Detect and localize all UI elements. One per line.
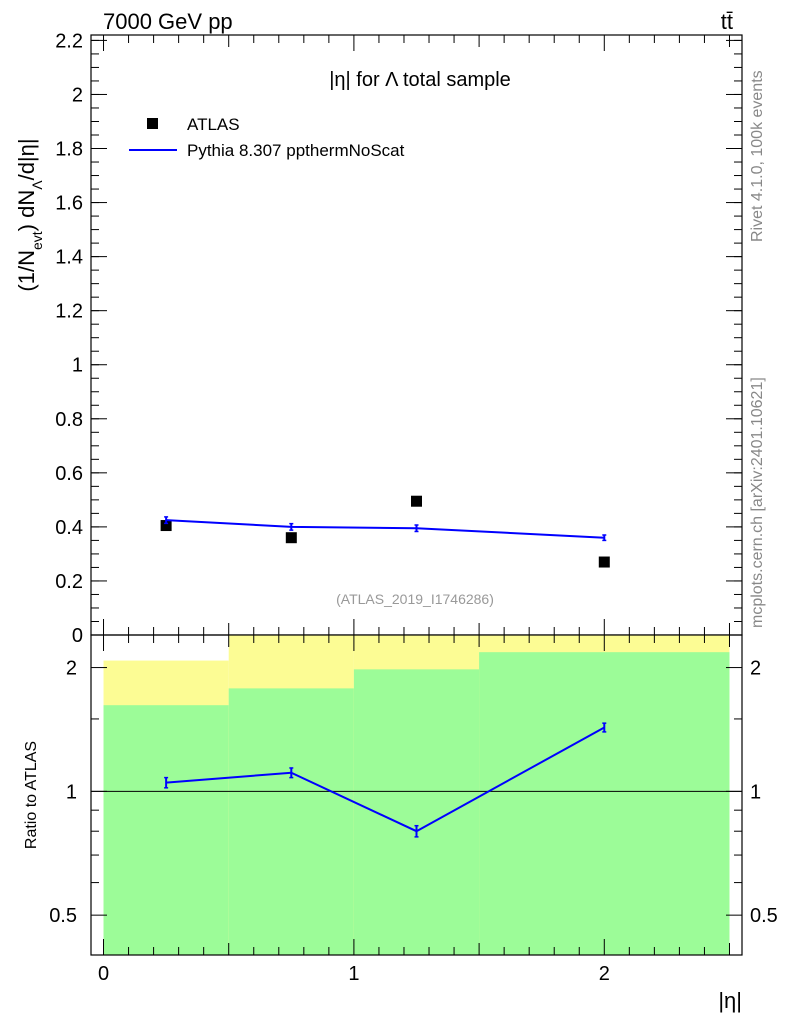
atlas-data-point	[160, 520, 172, 532]
ratio-ylabel: Ratio to ATLAS	[23, 741, 40, 849]
ratio-marks	[91, 722, 742, 838]
rivet-label: Rivet 4.1.0, 100k events	[749, 70, 766, 242]
x-axis-label: |η|	[718, 988, 742, 1013]
header-right-title: tt̄	[721, 9, 733, 34]
ratio-y-tick-label-left: 2	[66, 658, 77, 680]
mcplots-label: mcplots.cern.ch [arXiv:2401.10621]	[749, 377, 766, 628]
ratio-y-tick-label-right: 1	[750, 781, 761, 803]
ratio-bands	[103, 635, 730, 955]
ratio-ticks: 0.5 0.5 1 1 2 2 0 1 2	[49, 635, 778, 985]
x-tick-label: 0	[98, 963, 109, 985]
main-title: |η| for Λ total sample	[329, 69, 511, 91]
ratio-uncertainty-band-green	[353, 669, 480, 955]
main-y-tick-label: 1.4	[55, 247, 83, 269]
main-y-tick-label: 1.2	[55, 301, 83, 323]
pythia-ratio-line	[166, 726, 605, 833]
legend: ATLAS Pythia 8.307 ppthermNoScat	[129, 115, 405, 160]
ylabel-sub-lambda: Λ	[29, 180, 45, 190]
pythia-line	[166, 519, 605, 539]
main-y-tick-label: 1	[72, 355, 83, 377]
atlas-data-point	[598, 556, 610, 568]
ratio-uncertainty-band-green	[103, 705, 229, 955]
legend-pythia-label: Pythia 8.307 ppthermNoScat	[187, 141, 405, 160]
main-y-tick-label: 0.4	[55, 517, 83, 539]
ratio-uncertainty-band-green	[228, 688, 354, 955]
legend-atlas-marker	[147, 118, 158, 129]
main-panel: 0 0.2 0.4 0.6 0.8 1 1.2 1.4 1.6 1.8 2 2.2 |η| for Λ…	[14, 30, 743, 647]
header-left-title: 7000 GeV pp	[103, 9, 233, 34]
ratio-panel: 0.5 0.5 1 1 2 2 0 1 2 Ratio to ATLAS |η|	[23, 634, 778, 1013]
main-ticks: 0 0.2 0.4 0.6 0.8 1 1.2 1.4 1.6 1.8 2 2.2	[55, 30, 742, 647]
ratio-uncertainty-band-green	[479, 652, 730, 955]
main-y-tick-label: 1.8	[55, 139, 83, 161]
main-ylabel: (1/Nevt) dNΛ/d|η|	[14, 138, 45, 291]
ratio-frame	[90, 634, 743, 956]
x-tick-label: 2	[599, 963, 610, 985]
main-watermark: (ATLAS_2019_I1746286)	[336, 591, 494, 607]
main-y-tick-label: 2	[72, 84, 83, 106]
x-tick-label: 1	[348, 963, 359, 985]
ratio-y-tick-label-left: 1	[66, 781, 77, 803]
ylabel-part-3: /d|η|	[14, 138, 39, 180]
main-y-tick-label: 2.2	[55, 30, 83, 52]
main-marks	[160, 495, 610, 568]
ratio-y-tick-label-left: 0.5	[49, 905, 77, 927]
ratio-y-tick-label-right: 2	[750, 658, 761, 680]
ratio-y-tick-label-right: 0.5	[750, 905, 778, 927]
ylabel-part-1: (1/N	[14, 250, 39, 292]
atlas-data-point	[411, 495, 422, 507]
ylabel-part-2: ) dN	[14, 190, 39, 232]
ylabel-sub-evt: evt	[29, 231, 45, 250]
main-y-tick-label: 0.8	[55, 409, 83, 431]
main-y-tick-label: 0.6	[55, 463, 83, 485]
legend-atlas-label: ATLAS	[187, 115, 240, 134]
main-y-tick-label: 0	[72, 625, 83, 647]
main-y-tick-label: 1.6	[55, 193, 83, 215]
main-y-tick-label: 0.2	[55, 571, 83, 593]
atlas-data-point	[285, 532, 297, 544]
